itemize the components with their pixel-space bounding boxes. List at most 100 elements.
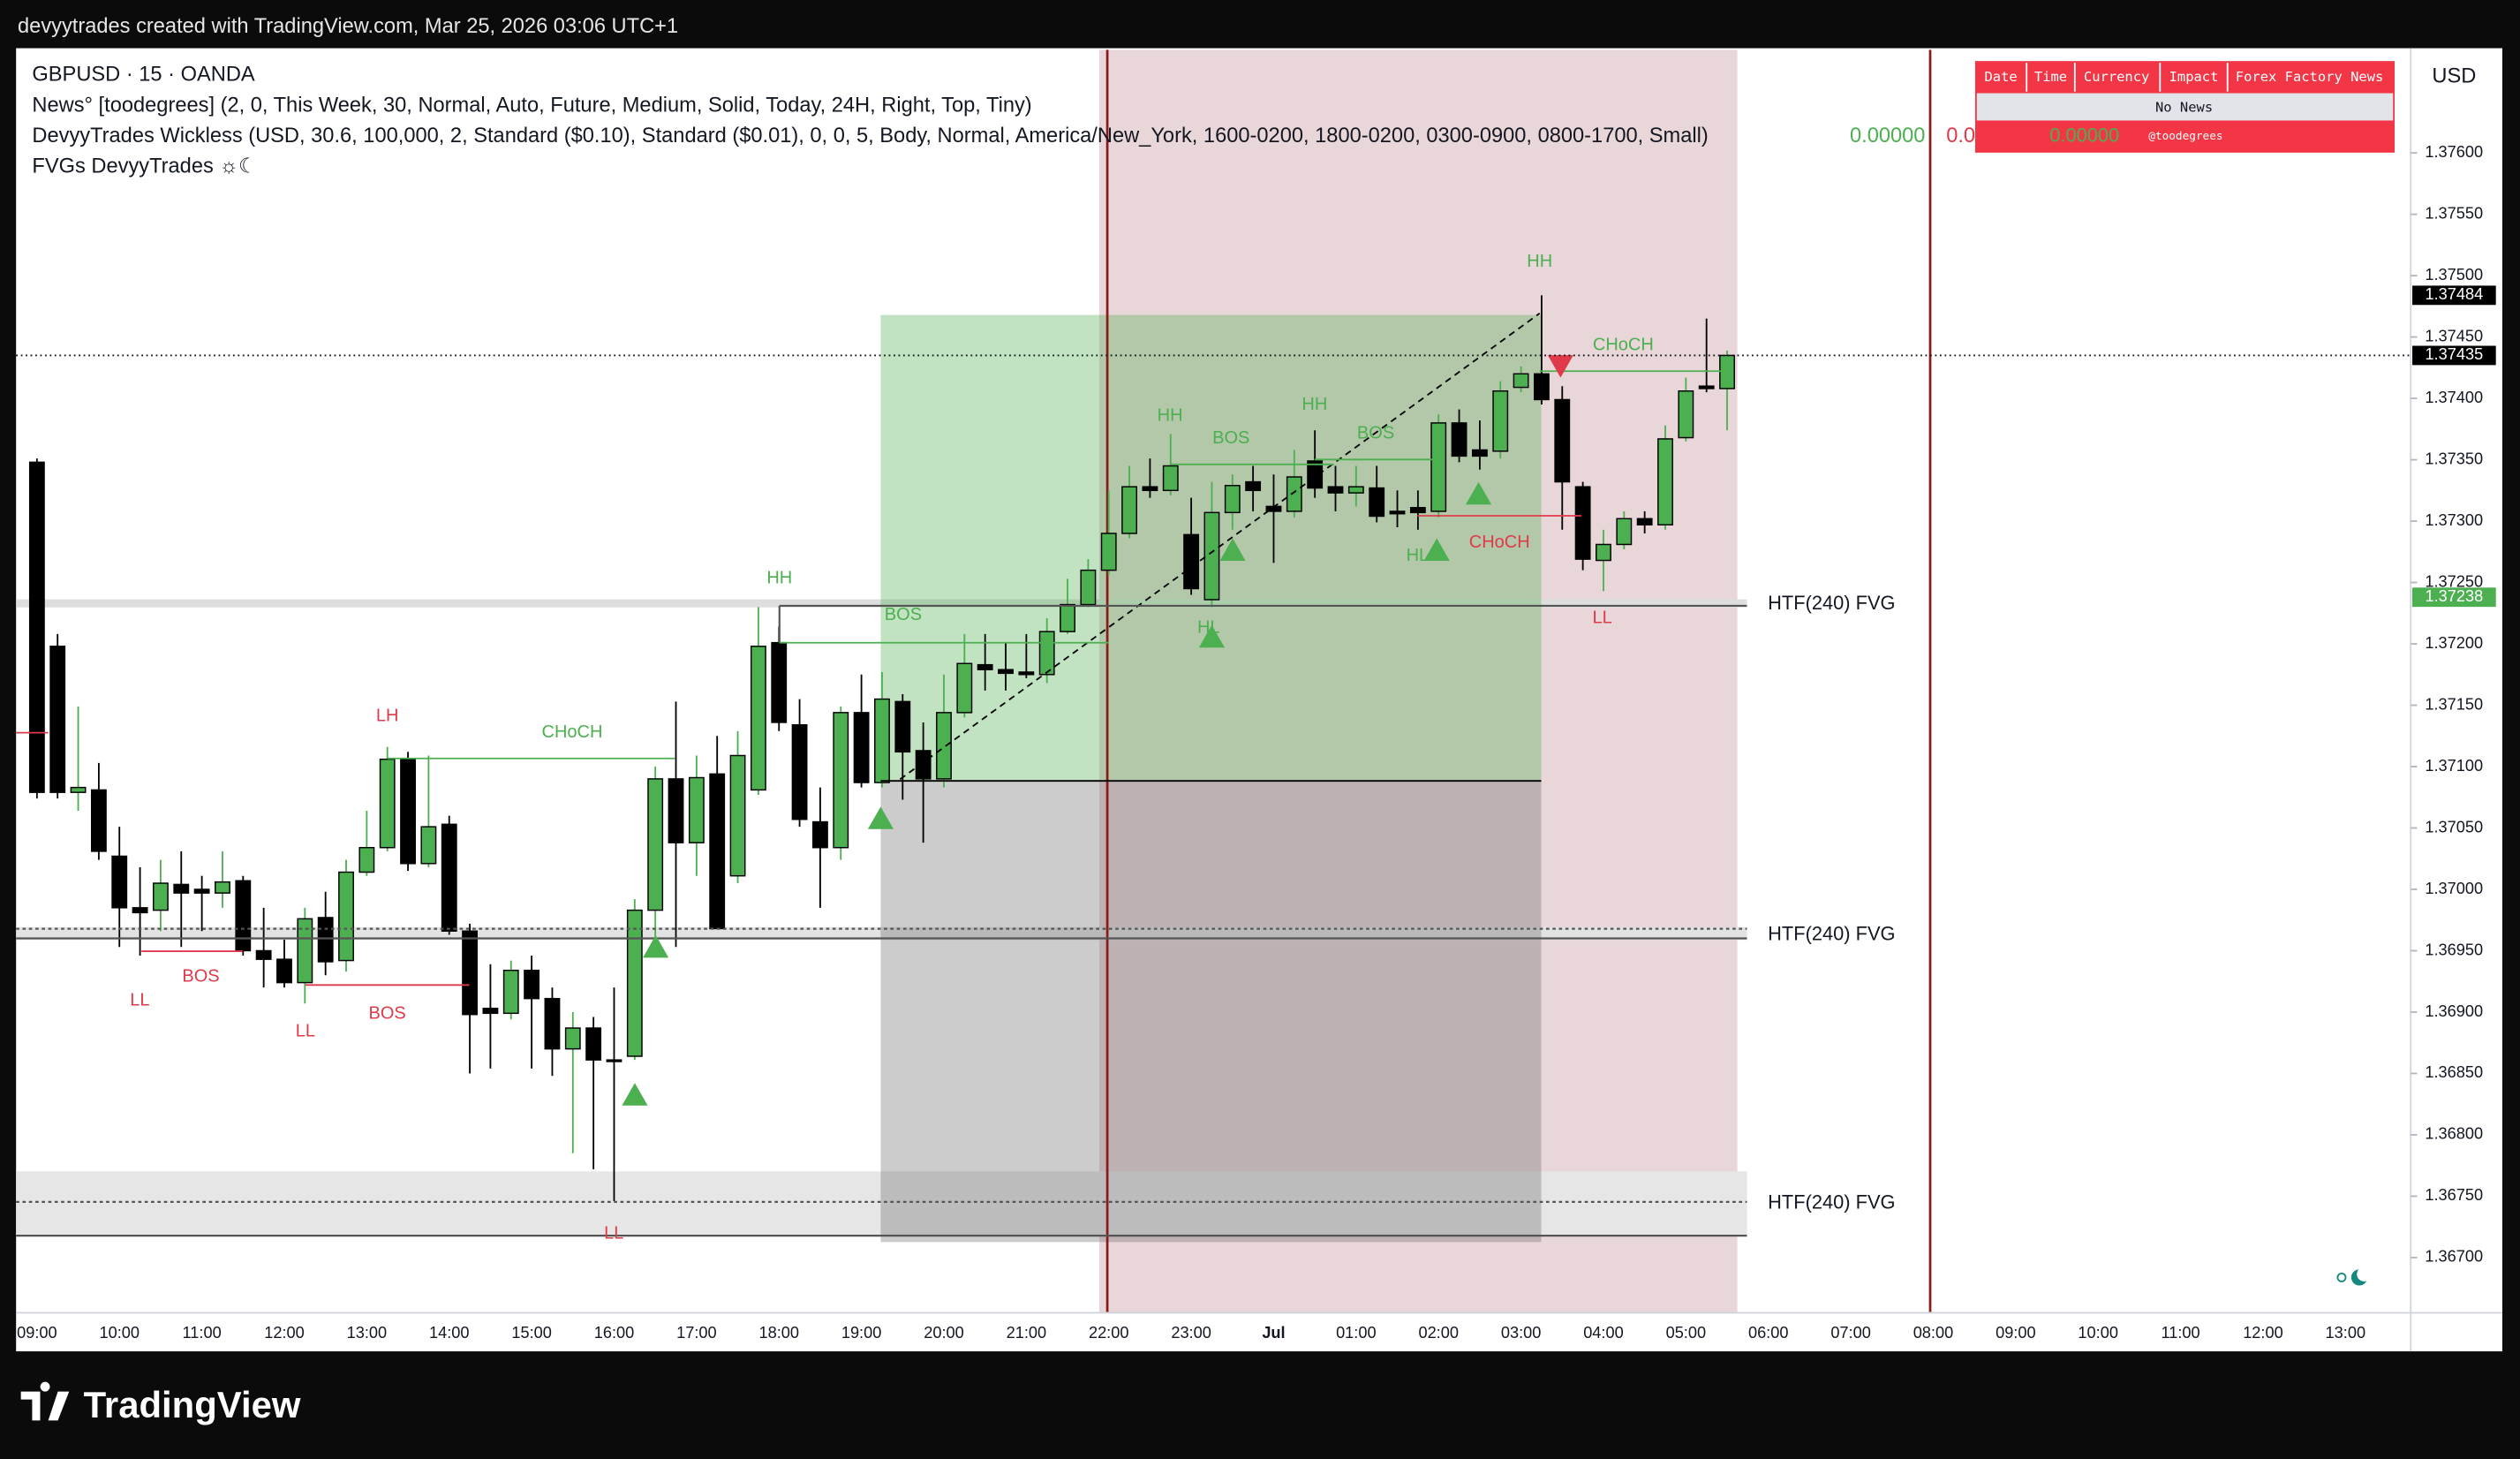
y-tick-label: 1.37150 xyxy=(2425,695,2483,713)
trend-line xyxy=(899,313,1541,781)
x-tick-label: 01:00 xyxy=(1336,1324,1377,1342)
candle-body xyxy=(1471,449,1488,457)
table-header: Date xyxy=(1984,69,2017,85)
x-tick-label: 10:00 xyxy=(99,1324,140,1342)
x-tick-label: 06:00 xyxy=(1748,1324,1789,1342)
candle-body xyxy=(1162,465,1179,492)
candle-body xyxy=(1596,543,1611,562)
candle-body xyxy=(771,641,788,723)
candle-body xyxy=(709,773,726,930)
candle-body xyxy=(1616,518,1633,546)
candle-body xyxy=(70,786,87,793)
fvg-lines xyxy=(16,604,1747,1237)
candle-body xyxy=(1430,422,1447,512)
candle-body xyxy=(1574,486,1591,560)
candle-body xyxy=(729,754,746,877)
structure-lines xyxy=(16,515,1582,987)
table-header: Time xyxy=(2034,69,2067,85)
symbol: GBPUSD · 15 · OANDA xyxy=(32,64,255,87)
candle-body xyxy=(482,1008,499,1015)
candle-body xyxy=(462,930,478,1016)
candle-body xyxy=(915,750,932,780)
logo xyxy=(20,1381,70,1421)
x-tick-label: 09:00 xyxy=(17,1324,57,1342)
signals xyxy=(622,481,1492,1106)
fvg-label: HTF(240) FVG xyxy=(1768,592,1895,614)
price-marker xyxy=(2412,345,2496,366)
candle-body xyxy=(379,758,396,849)
label: BOS xyxy=(1212,428,1249,448)
candle-body xyxy=(1719,354,1735,389)
sell-signal xyxy=(1547,355,1573,378)
x-tick-label: 16:00 xyxy=(594,1324,635,1342)
candle-body xyxy=(173,883,190,894)
candle-body xyxy=(606,1059,622,1062)
y-tick-label: 1.37600 xyxy=(2425,143,2483,161)
candle-body xyxy=(1142,486,1158,492)
y-tick-label: 1.37400 xyxy=(2425,389,2483,406)
y-tick-label: 1.37450 xyxy=(2425,327,2483,344)
candle-body xyxy=(956,662,973,714)
candle-body xyxy=(1018,671,1035,676)
label: LH xyxy=(376,707,399,726)
drawings-front: HH HH HH HH BOS BOS BOS CHoCH CHoCH HL H… xyxy=(16,252,2411,1244)
candle-body xyxy=(338,871,354,962)
table-cell: @toodegrees xyxy=(2148,130,2222,143)
candle-body xyxy=(853,712,870,783)
loss-zone xyxy=(880,781,1542,1243)
candle-body xyxy=(1100,533,1117,571)
candle-body xyxy=(1038,631,1055,676)
label: LL xyxy=(1593,609,1612,628)
news-table: Date Time Currency Impact Forex Factory … xyxy=(1974,61,2396,153)
table-header: Impact xyxy=(2169,69,2219,85)
y-tick-label: 1.37000 xyxy=(2425,880,2483,897)
candle-body xyxy=(215,881,230,894)
x-tick-label: 20:00 xyxy=(924,1324,964,1342)
candle-body xyxy=(28,461,45,793)
candle-body xyxy=(1534,373,1550,401)
label: HH xyxy=(1527,252,1552,271)
buy-signal xyxy=(1465,481,1492,505)
candle-body xyxy=(626,909,643,1057)
candle-body xyxy=(49,646,66,793)
candle-body xyxy=(1369,487,1385,518)
candle-body xyxy=(1409,507,1426,514)
x-tick-label: 03:00 xyxy=(1501,1324,1542,1342)
label: BOS xyxy=(1357,424,1394,443)
brand: TradingView xyxy=(20,1381,301,1425)
structure-lines xyxy=(387,370,1726,760)
fvg-label: HTF(240) FVG xyxy=(1768,923,1895,945)
candle-body xyxy=(647,778,664,911)
candle-body xyxy=(153,882,169,911)
caption: devyytrades created with TradingView.com… xyxy=(18,15,678,38)
x-tick-label: 21:00 xyxy=(1007,1324,1047,1342)
candle-body xyxy=(276,958,292,984)
candle-body xyxy=(420,826,437,865)
y-tick-label: 1.36700 xyxy=(2425,1248,2483,1266)
label: LL xyxy=(604,1224,623,1244)
candle-body xyxy=(998,669,1014,675)
candle-body xyxy=(255,949,272,960)
y-tick-label: 1.37050 xyxy=(2425,818,2483,835)
candle-body xyxy=(358,846,375,873)
y-tick-label: 1.36800 xyxy=(2425,1125,2483,1143)
session-zone xyxy=(1098,49,1738,1313)
candle-body xyxy=(297,918,313,984)
candle-body xyxy=(1451,422,1467,457)
y-tick-label: 1.37300 xyxy=(2425,511,2483,529)
candle-body xyxy=(1492,390,1509,452)
candle-body xyxy=(1513,373,1529,389)
candle-body xyxy=(1678,390,1694,439)
label: LL xyxy=(130,991,149,1010)
candle-body xyxy=(1347,486,1364,494)
table-row xyxy=(1976,93,2394,121)
x-tick-label: 08:00 xyxy=(1913,1324,1954,1342)
candle-body xyxy=(894,700,911,753)
x-tick-label: 10:00 xyxy=(2078,1324,2118,1342)
candle-body xyxy=(833,712,849,849)
x-tick-label: 11:00 xyxy=(2161,1324,2199,1342)
price-marker-label: 1.37435 xyxy=(2425,345,2483,363)
candle-body xyxy=(874,698,890,783)
x-tick-label: 12:00 xyxy=(2243,1324,2283,1342)
